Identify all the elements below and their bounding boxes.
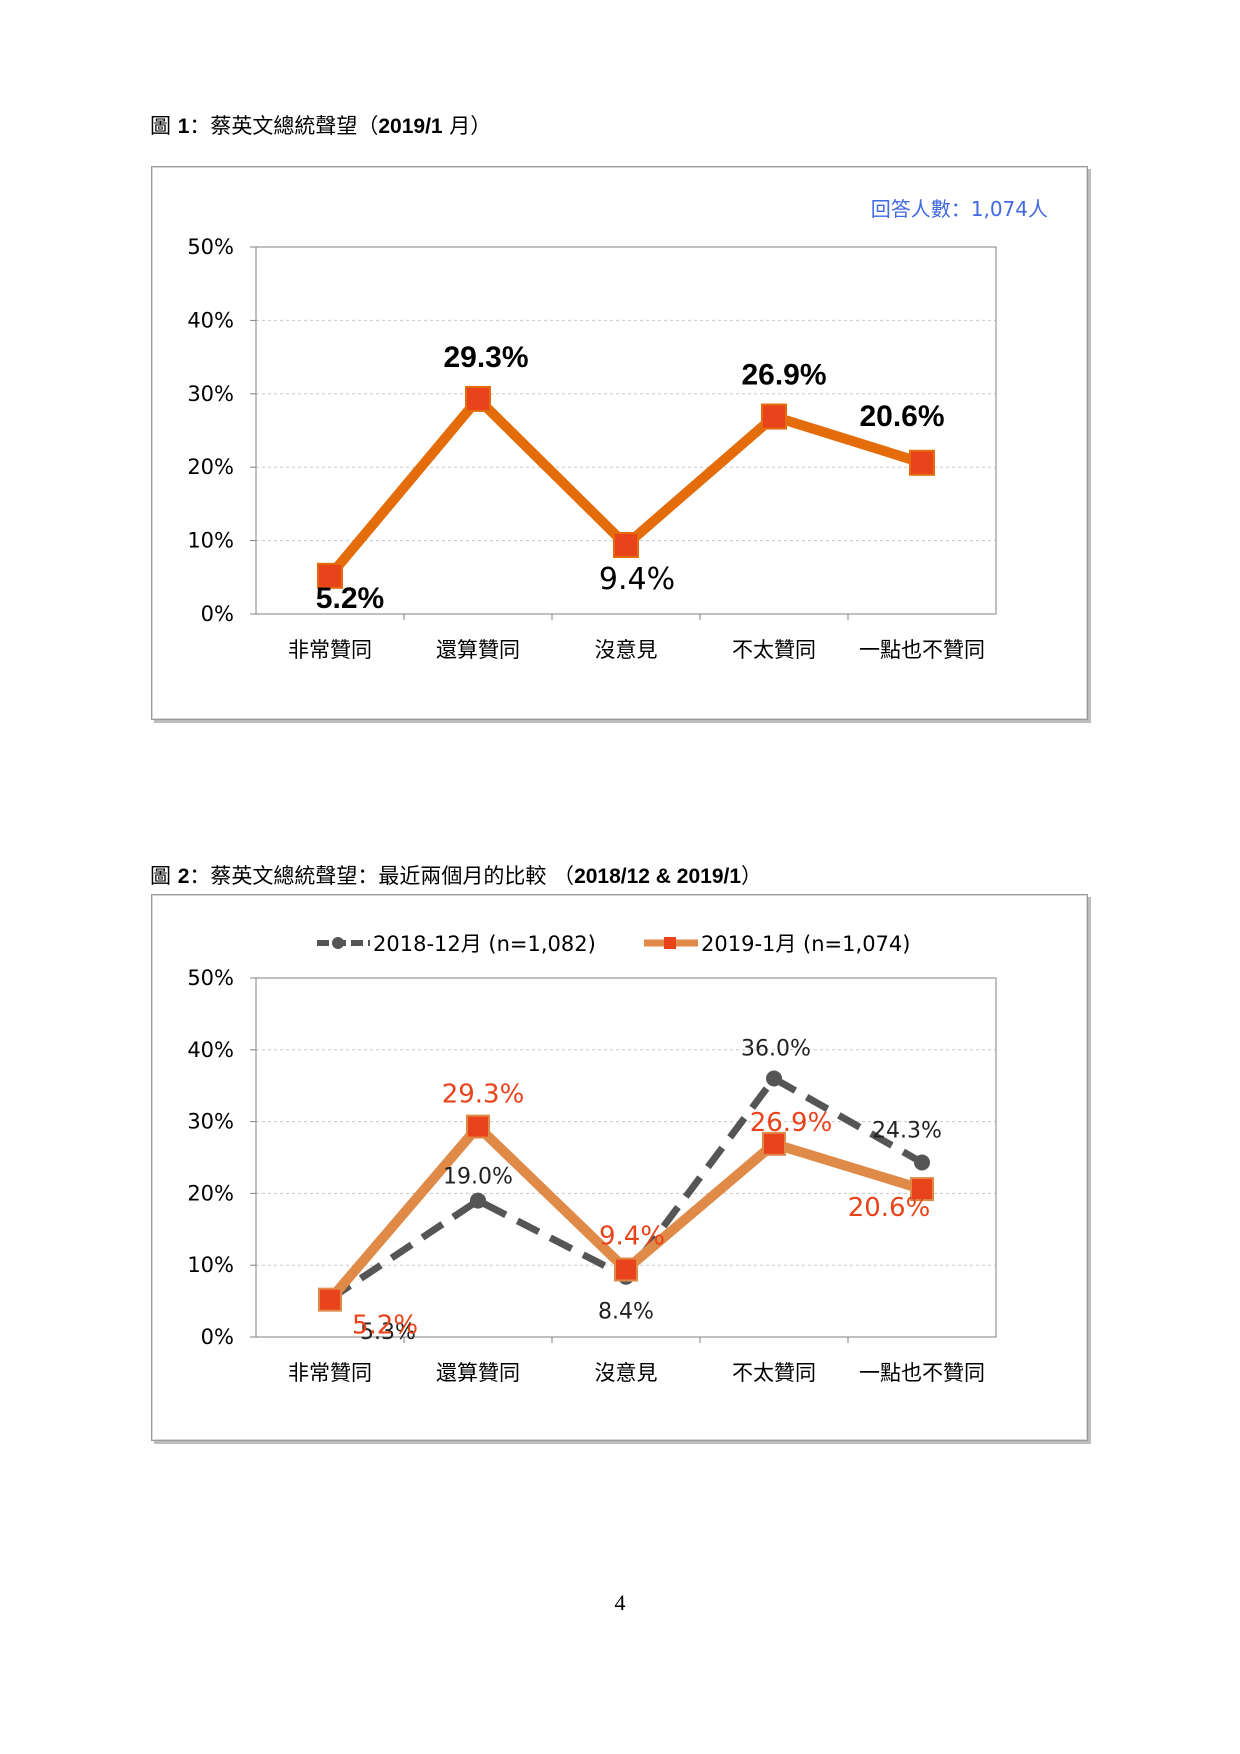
figure1-caption: 圖 1：蔡英文總統聲望（2019/1 月） <box>150 110 491 140</box>
page-number: 4 <box>614 1590 626 1615</box>
y-tick-label: 0% <box>201 1325 234 1349</box>
plot-area <box>255 977 997 1338</box>
x-category-label: 非常贊同 <box>288 1361 372 1385</box>
data-point-marker-2018-12 <box>766 1070 782 1087</box>
plot-area <box>255 246 997 615</box>
legend-label: 2019-1月 (n=1,074) <box>701 932 910 956</box>
caption-separator: ： <box>189 114 211 138</box>
caption-suffix: 月） <box>442 114 492 138</box>
y-tick-label: 50% <box>187 235 234 259</box>
x-category-label: 還算贊同 <box>436 1361 520 1385</box>
data-label: 26.9% <box>741 359 826 392</box>
x-category-label: 沒意見 <box>595 638 658 662</box>
data-point-marker-2019-1 <box>466 1114 490 1139</box>
data-label-2019-1: 29.3% <box>442 1080 525 1110</box>
data-point-marker <box>909 449 935 476</box>
x-category-label: 不太贊同 <box>732 1361 816 1385</box>
figure1-chart-frame: 0% 10% 20% 30% 40% 50% 非常贊同 還算贊同 沒意見 不太贊同 一點也不贊同 回答… <box>151 166 1088 720</box>
y-tick-label: 30% <box>187 382 234 406</box>
caption-prefix: 圖 <box>150 114 178 138</box>
x-category-label: 非常贊同 <box>288 638 372 662</box>
data-label: 20.6% <box>859 400 944 433</box>
data-point-marker-2019-1 <box>762 1131 786 1156</box>
data-point-marker <box>465 385 491 412</box>
caption-date: 2019/1 <box>378 115 443 138</box>
data-label: 9.4% <box>599 562 675 597</box>
legend-label: 2018-12月 (n=1,082) <box>373 932 596 956</box>
data-label-2018-12: 8.4% <box>598 1300 654 1325</box>
caption-number: 2 <box>177 865 190 888</box>
data-label-2019-1: 9.4% <box>599 1222 665 1252</box>
y-tick-label: 0% <box>201 602 234 626</box>
data-label: 5.2% <box>316 582 384 615</box>
caption-date: 2018/12 & 2019/1 <box>574 865 742 888</box>
x-category-label: 沒意見 <box>595 1361 658 1385</box>
figure1-chart: 0% 10% 20% 30% 40% 50% 非常贊同 還算贊同 沒意見 不太贊同 一點也不贊同 回答… <box>187 197 1048 662</box>
data-label-2018-12: 24.3% <box>872 1119 942 1144</box>
data-label-2018-12: 19.0% <box>443 1165 513 1190</box>
figure2-chart: 0% 10% 20% 30% 40% 50% 非常贊同 還算贊同 沒意見 不太贊同 一點也不贊同 20… <box>187 932 997 1385</box>
data-point-marker-2019-1 <box>910 1177 934 1202</box>
data-point-marker <box>761 403 787 430</box>
legend-marker-circle <box>332 937 344 949</box>
x-category-label: 一點也不贊同 <box>859 638 985 662</box>
data-label: 29.3% <box>443 341 528 374</box>
y-tick-label: 10% <box>187 529 234 553</box>
caption-text: 蔡英文總統聲望（ <box>210 114 379 138</box>
data-point-marker-2019-1 <box>614 1257 638 1282</box>
data-point-marker-2019-1 <box>318 1287 342 1312</box>
data-point-marker-2018-12 <box>914 1154 930 1171</box>
y-tick-label: 20% <box>187 1181 234 1205</box>
x-category-label: 一點也不贊同 <box>859 1361 985 1385</box>
x-category-label: 不太贊同 <box>732 638 816 662</box>
figure2-caption: 圖 2：蔡英文總統聲望：最近兩個月的比較 （2018/12 & 2019/1） <box>150 860 762 890</box>
caption-number: 1 <box>177 115 190 138</box>
y-tick-label: 10% <box>187 1253 234 1277</box>
y-tick-label: 30% <box>187 1110 234 1134</box>
figure2-chart-frame: 0% 10% 20% 30% 40% 50% 非常贊同 還算贊同 沒意見 不太贊同 一點也不贊同 20… <box>151 894 1088 1441</box>
y-tick-label: 40% <box>187 308 234 332</box>
data-label-2018-12: 36.0% <box>741 1037 811 1062</box>
caption-text: 蔡英文總統聲望：最近兩個月的比較 （ <box>210 864 575 888</box>
y-tick-label: 50% <box>187 966 234 990</box>
respondents-note: 回答人數：1,074人 <box>871 197 1048 221</box>
data-point-marker-2018-12 <box>470 1192 486 1209</box>
data-point-marker <box>613 532 639 559</box>
caption-suffix: ） <box>741 864 763 888</box>
data-label-2018-12: 5.3% <box>360 1320 416 1345</box>
data-label-2019-1: 26.9% <box>750 1108 833 1138</box>
legend-marker-square <box>664 937 676 949</box>
caption-separator: ： <box>189 864 211 888</box>
data-point-marker <box>317 562 343 589</box>
x-category-label: 還算贊同 <box>436 638 520 662</box>
y-tick-label: 20% <box>187 455 234 479</box>
y-tick-label: 40% <box>187 1038 234 1062</box>
caption-prefix: 圖 <box>150 864 178 888</box>
data-label-2019-1: 20.6% <box>848 1193 931 1223</box>
legend: 2018-12月 (n=1,082) 2019-1月 (n=1,074) <box>317 932 910 956</box>
data-label-2019-1: 5.2% <box>352 1311 418 1341</box>
